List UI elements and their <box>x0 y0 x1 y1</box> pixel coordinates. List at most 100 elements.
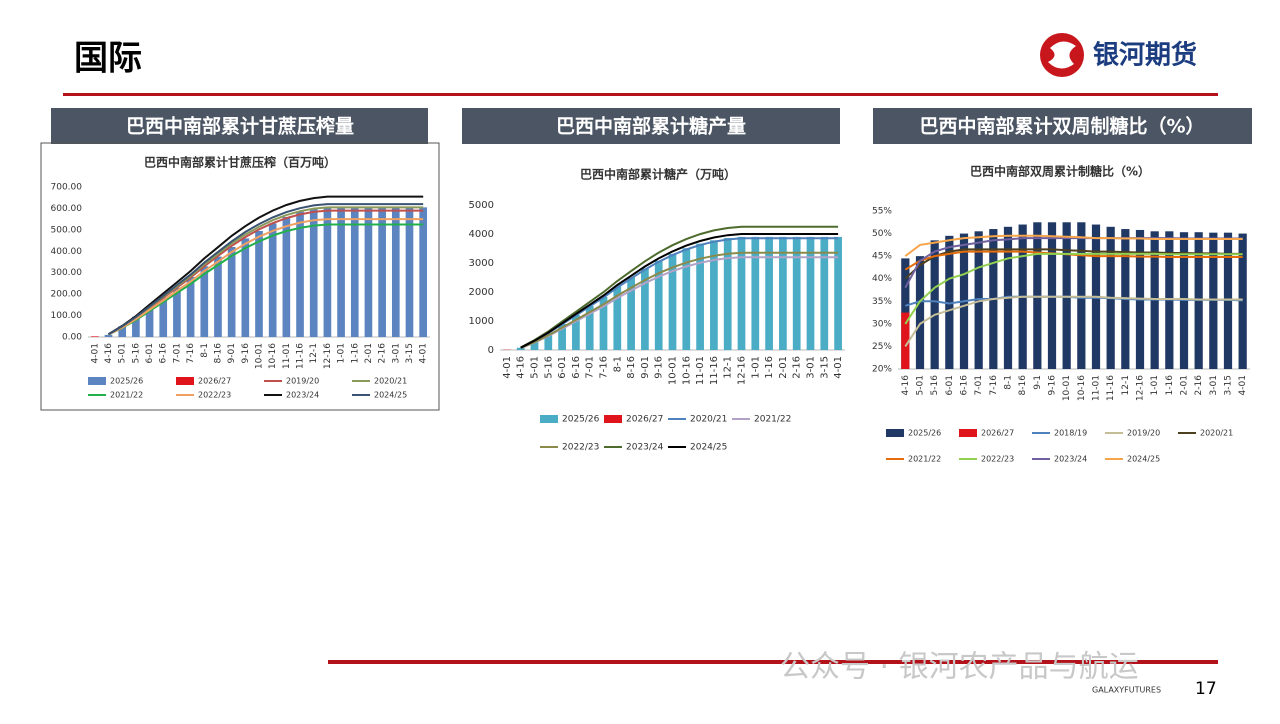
x-tick-label: 2-01 <box>1180 375 1190 395</box>
legend-label: 2022/23 <box>981 455 1014 464</box>
bar <box>337 207 345 337</box>
x-tick-label: 6-01 <box>945 375 955 395</box>
legend-label: 2019/20 <box>286 377 319 386</box>
x-tick-label: 7-16 <box>599 356 610 379</box>
bar <box>214 257 222 337</box>
charts: 巴西中南部累计甘蔗压榨（百万吨）0.00100.00200.00300.0040… <box>51 155 1251 464</box>
bar <box>269 223 277 337</box>
legend-label: 2025/26 <box>562 415 600 425</box>
legend-label: 2026/27 <box>981 429 1014 438</box>
x-tick-label: 4-01 <box>502 356 513 379</box>
x-tick-label: 1-16 <box>1165 375 1175 396</box>
y-tick-label: 600.00 <box>51 204 83 214</box>
y-tick-label: 100.00 <box>51 311 83 321</box>
x-tick-label: 6-01 <box>557 356 568 379</box>
x-tick-label: 4-16 <box>516 356 527 379</box>
bar <box>834 237 842 350</box>
x-tick-label: 8-1 <box>1004 375 1014 390</box>
bar <box>419 207 427 337</box>
x-tick-label: 7-01 <box>585 356 596 379</box>
bar <box>105 335 113 337</box>
legend-label: 2020/21 <box>374 377 407 386</box>
chart-title: 巴西中南部双周累计制糖比（%） <box>970 164 1150 179</box>
legend-swatch <box>88 377 106 385</box>
x-tick-label: 2-01 <box>364 343 374 363</box>
x-tick-label: 3-15 <box>405 343 415 363</box>
x-tick-label: 3-01 <box>1209 375 1219 395</box>
panel-heading: 巴西中南部累计双周制糖比（%） <box>919 115 1204 138</box>
legend-label: 2025/26 <box>110 377 143 386</box>
x-tick-label: 12-16 <box>323 343 333 369</box>
bar <box>1077 222 1085 369</box>
y-tick-label: 300.00 <box>51 268 83 278</box>
x-tick-label: 3-01 <box>391 343 401 363</box>
chart-title: 巴西中南部累计糖产（万吨） <box>580 167 736 182</box>
legend-label: 2021/22 <box>754 415 791 425</box>
bar <box>1063 222 1071 369</box>
y-tick-label: 50% <box>872 229 892 239</box>
bar <box>793 237 801 350</box>
x-tick-label: 12-1 <box>1121 375 1131 395</box>
brand: GALAXYFUTURES <box>1092 686 1161 695</box>
y-tick-label: 30% <box>872 319 892 329</box>
bar <box>228 247 236 337</box>
x-tick-label: 8-16 <box>213 343 223 364</box>
series-line <box>905 297 1242 347</box>
x-tick-label: 6-16 <box>960 375 970 396</box>
x-tick-label: 4-16 <box>104 343 114 364</box>
y-tick-label: 1000 <box>469 316 494 327</box>
x-tick-label: 12-1 <box>723 356 734 379</box>
x-tick-label: 1-01 <box>337 343 347 363</box>
x-tick-label: 10-01 <box>1062 375 1072 401</box>
x-tick-label: 1-16 <box>764 356 775 379</box>
x-tick-label: 2-16 <box>1194 375 1204 396</box>
legend-swatch <box>959 429 977 437</box>
bar <box>916 256 924 369</box>
bar <box>807 237 815 350</box>
x-tick-label: 5-16 <box>543 356 554 379</box>
y-tick-label: 4000 <box>469 229 494 240</box>
x-tick-label: 3-15 <box>1224 375 1234 395</box>
bar <box>241 238 249 337</box>
x-tick-label: 10-01 <box>255 343 265 369</box>
series-line <box>905 238 1242 288</box>
bar <box>324 207 332 337</box>
page-title: 国际 <box>74 39 142 79</box>
chart-title: 巴西中南部累计甘蔗压榨（百万吨） <box>144 155 336 170</box>
x-tick-label: 1-16 <box>350 343 360 364</box>
legend-swatch <box>176 377 194 385</box>
legend-label: 2026/27 <box>626 415 663 425</box>
legend-label: 2025/26 <box>908 429 941 438</box>
bar <box>765 237 773 350</box>
bar <box>255 231 263 337</box>
legend-label: 2023/24 <box>286 391 319 400</box>
legend-label: 2024/25 <box>690 443 727 453</box>
y-tick-label: 0.00 <box>62 333 82 343</box>
bar <box>91 336 99 337</box>
x-tick-label: 8-16 <box>626 356 637 379</box>
series-line <box>109 219 424 335</box>
bar <box>1033 222 1041 369</box>
series-line <box>521 234 838 348</box>
series-line <box>521 253 838 348</box>
bar <box>406 207 414 337</box>
legend-label: 2024/25 <box>1127 455 1160 464</box>
legend-label: 2020/21 <box>1200 429 1233 438</box>
bar <box>779 237 787 350</box>
y-tick-label: 0 <box>488 345 494 356</box>
bar <box>351 207 359 337</box>
x-tick-label: 11-01 <box>695 356 706 385</box>
legend-label: 2023/24 <box>1054 455 1087 464</box>
legend-label: 2020/21 <box>690 415 727 425</box>
y-tick-label: 700.00 <box>51 183 83 193</box>
bar <box>751 237 759 350</box>
series-line <box>905 297 1242 306</box>
x-tick-label: 5-01 <box>118 343 128 363</box>
x-tick-label: 10-16 <box>681 356 692 385</box>
series-line <box>905 254 1242 324</box>
legend-label: 2026/27 <box>198 377 231 386</box>
x-tick-label: 12-16 <box>1136 375 1146 401</box>
x-tick-label: 10-16 <box>1077 375 1087 401</box>
x-tick-label: 9-01 <box>640 356 651 379</box>
x-tick-label: 6-16 <box>159 343 169 364</box>
